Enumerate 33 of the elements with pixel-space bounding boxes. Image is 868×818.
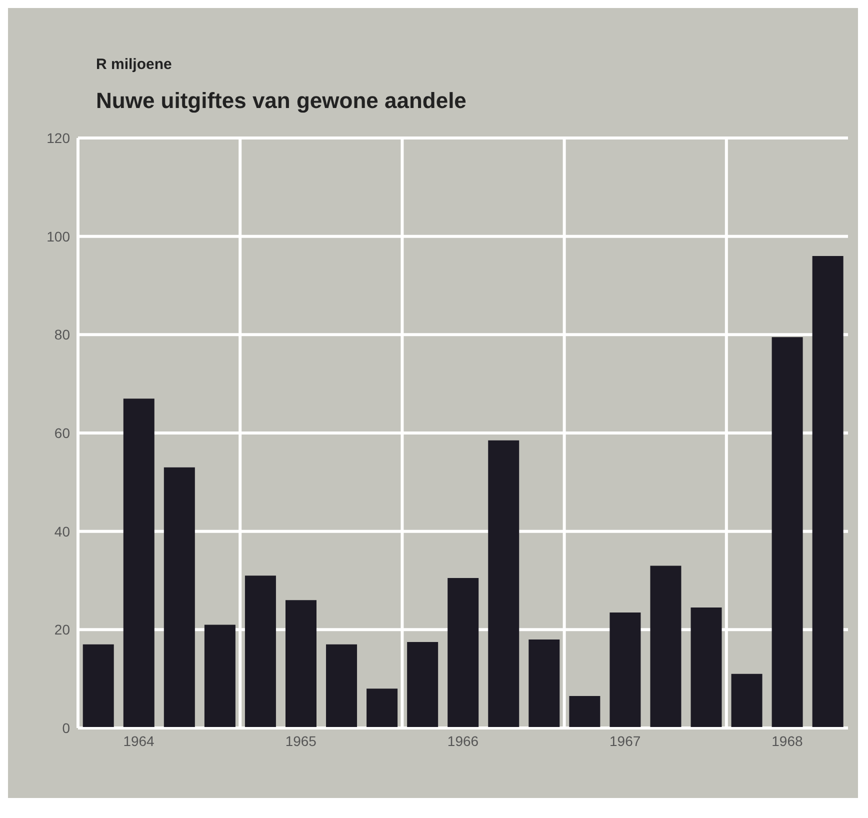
x-tick-label: 1966 bbox=[447, 732, 479, 749]
bar bbox=[326, 644, 358, 728]
x-tick-label: 1965 bbox=[285, 732, 317, 749]
bar bbox=[285, 600, 316, 728]
x-tick-label: 1968 bbox=[772, 732, 803, 749]
x-tick-label: 1964 bbox=[123, 732, 155, 749]
chart-title: Nuwe uitgiftes van gewone aandele bbox=[96, 88, 466, 114]
y-tick-label: 120 bbox=[46, 130, 70, 146]
bar bbox=[731, 674, 762, 728]
bar bbox=[812, 256, 844, 728]
y-tick-label: 100 bbox=[46, 228, 70, 244]
bar bbox=[407, 642, 438, 728]
bar bbox=[610, 612, 641, 728]
bar bbox=[244, 576, 276, 728]
x-tick-label: 1967 bbox=[610, 732, 641, 749]
y-tick-label: 60 bbox=[54, 424, 70, 441]
bar bbox=[164, 467, 195, 728]
bar bbox=[82, 644, 114, 728]
bar bbox=[690, 608, 722, 728]
bar bbox=[123, 398, 154, 728]
y-axis-title: R miljoene bbox=[96, 56, 172, 73]
bar bbox=[366, 688, 398, 728]
y-tick-label: 0 bbox=[62, 720, 70, 736]
bar bbox=[772, 337, 803, 728]
bar bbox=[204, 624, 236, 728]
bar bbox=[569, 696, 600, 728]
y-tick-label: 80 bbox=[54, 326, 70, 343]
y-tick-label: 20 bbox=[54, 622, 70, 638]
bar bbox=[528, 640, 560, 728]
bar bbox=[448, 578, 479, 728]
bar bbox=[488, 440, 520, 728]
y-tick-label: 40 bbox=[54, 523, 70, 540]
bar bbox=[650, 566, 682, 728]
